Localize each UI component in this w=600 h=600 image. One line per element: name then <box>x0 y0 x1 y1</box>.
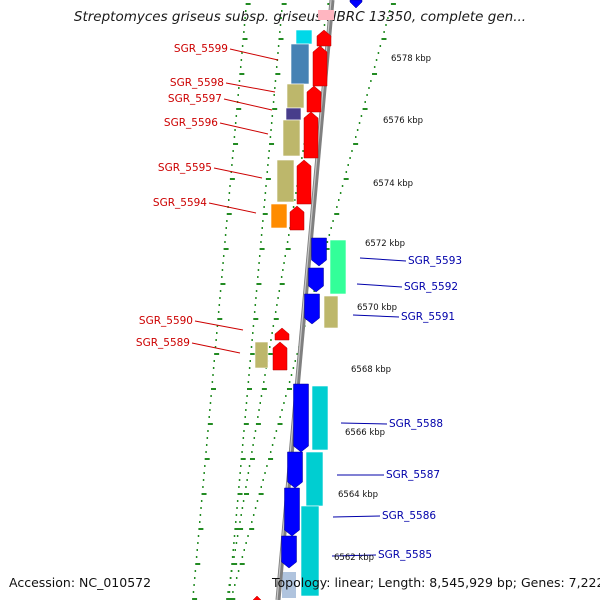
gene-label[interactable]: SGR_5586 <box>382 510 436 522</box>
gene-box[interactable] <box>290 43 310 85</box>
gene-fragment[interactable] <box>318 10 334 20</box>
gene-arrow[interactable] <box>316 29 332 47</box>
gene-label[interactable]: SGR_5593 <box>408 255 462 267</box>
gene-box[interactable] <box>254 341 269 369</box>
gene-box[interactable] <box>305 451 324 507</box>
gene-arrow[interactable] <box>251 595 263 600</box>
label-leader <box>229 48 279 61</box>
gene-arrow[interactable] <box>308 267 324 293</box>
gene-label[interactable]: SGR_5596 <box>164 117 218 129</box>
gene-arrow[interactable] <box>306 85 322 113</box>
gene-label[interactable]: SGR_5599 <box>174 43 228 55</box>
position-label: 6572 kbp <box>365 239 405 249</box>
gene-box[interactable] <box>300 505 320 597</box>
gene-arrow[interactable] <box>311 237 327 267</box>
accession-text: Accession: NC_010572 <box>9 575 152 590</box>
gene-arrow[interactable] <box>281 535 297 569</box>
label-leader <box>359 257 407 262</box>
gene-arrow[interactable] <box>287 451 303 489</box>
gene-arrow[interactable] <box>274 327 290 341</box>
gene-box[interactable] <box>323 295 339 329</box>
label-leader <box>356 283 403 288</box>
gene-arrow[interactable] <box>349 0 363 9</box>
label-leader <box>191 342 241 354</box>
map-title: Streptomyces griseus subsp. griseus NBRC… <box>73 9 527 25</box>
label-leader <box>225 82 276 93</box>
position-label: 6574 kbp <box>373 179 413 189</box>
genome-summary-text: Topology: linear; Length: 8,545,929 bp; … <box>272 575 600 590</box>
gene-box[interactable] <box>282 572 296 598</box>
gene-box[interactable] <box>286 83 305 109</box>
gene-box[interactable] <box>276 159 295 203</box>
position-label: 6568 kbp <box>351 365 391 375</box>
gene-arrow[interactable] <box>284 487 300 537</box>
gene-arrow[interactable] <box>293 383 309 453</box>
gene-box[interactable] <box>329 239 347 295</box>
label-leader <box>352 314 400 318</box>
gene-box[interactable] <box>311 385 329 451</box>
gene-box[interactable] <box>295 29 313 45</box>
label-leader <box>194 320 244 331</box>
label-leader <box>223 98 273 111</box>
position-label: 6578 kbp <box>391 54 431 64</box>
position-label: 6570 kbp <box>357 303 397 313</box>
gene-label[interactable]: SGR_5597 <box>168 93 222 105</box>
label-leader <box>331 554 377 557</box>
gene-label[interactable]: SGR_5594 <box>153 197 207 209</box>
gene-label[interactable]: SGR_5589 <box>136 337 190 349</box>
gene-arrow[interactable] <box>272 341 288 371</box>
label-leader <box>332 515 381 518</box>
gene-box[interactable] <box>270 203 288 229</box>
gene-arrow[interactable] <box>296 159 312 205</box>
label-leader <box>219 122 269 135</box>
position-label: 6564 kbp <box>338 490 378 500</box>
gene-label[interactable]: SGR_5592 <box>404 281 458 293</box>
gene-arrow[interactable] <box>289 205 305 231</box>
gene-label[interactable]: SGR_5585 <box>378 549 432 561</box>
label-leader <box>213 167 263 179</box>
gene-arrow[interactable] <box>304 293 320 325</box>
gene-label[interactable]: SGR_5591 <box>401 311 455 323</box>
gene-arrow[interactable] <box>303 111 319 159</box>
label-leader <box>340 422 388 425</box>
position-label: 6566 kbp <box>345 428 385 438</box>
position-label: 6576 kbp <box>383 116 423 126</box>
gene-box[interactable] <box>282 119 301 157</box>
label-leader <box>208 202 257 214</box>
gene-arrow[interactable] <box>312 45 328 87</box>
gene-label[interactable]: SGR_5595 <box>158 162 212 174</box>
gene-label[interactable]: SGR_5598 <box>170 77 224 89</box>
gene-label[interactable]: SGR_5587 <box>386 469 440 481</box>
gene-label[interactable]: SGR_5590 <box>139 315 193 327</box>
gene-box[interactable] <box>285 107 302 121</box>
position-label: 6562 kbp <box>334 553 374 563</box>
gene-label[interactable]: SGR_5588 <box>389 418 443 430</box>
